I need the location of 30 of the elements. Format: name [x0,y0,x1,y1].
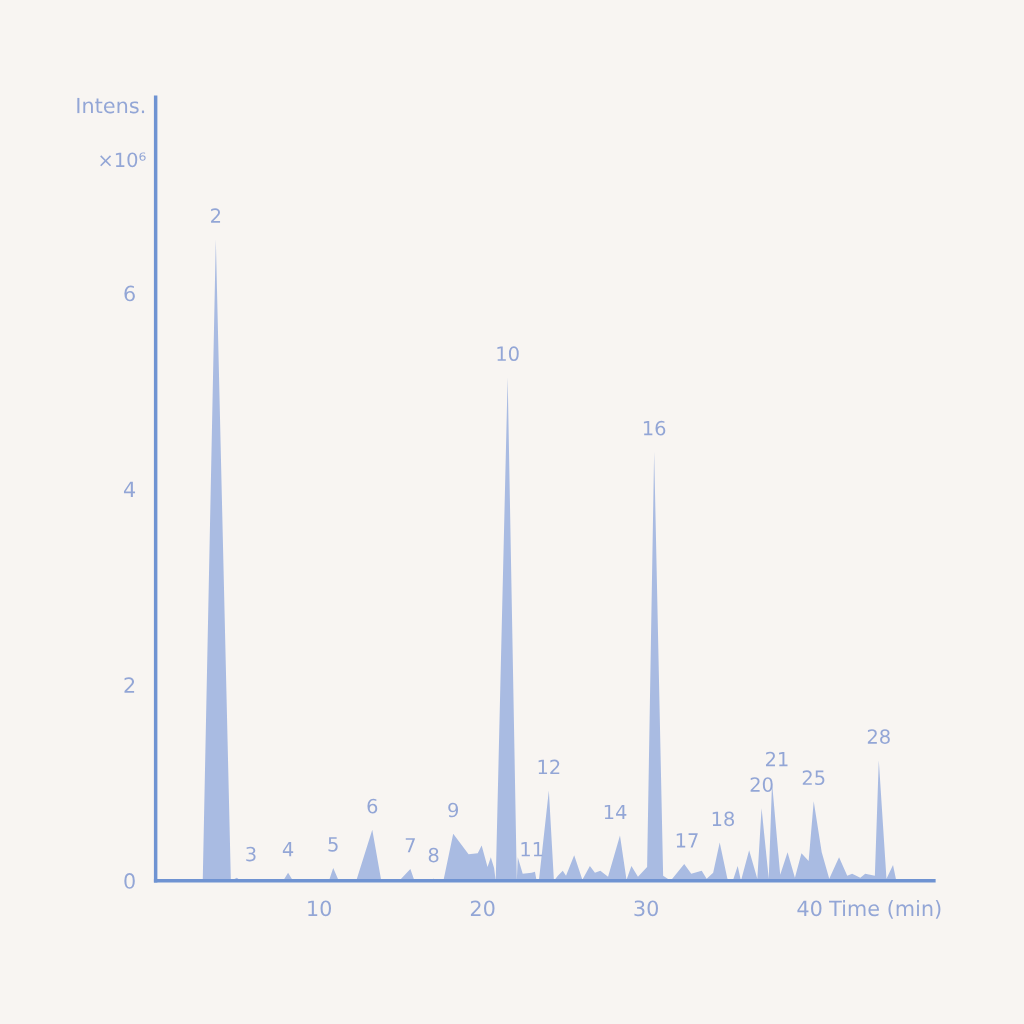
annotation: 6 [367,798,378,814]
y-tick-label: 6 [124,285,135,302]
annotation: 8 [428,847,439,863]
y-axis-title: Intens. [77,97,145,114]
annotation: 9 [448,802,459,818]
x-tick-label: 10 [308,900,332,917]
annotation: 17 [676,833,698,848]
annotation: 3 [246,846,256,862]
x-tick-label: 30 [634,900,659,917]
text: ×10⁶ [100,152,146,168]
x-tick-label: 40 [797,900,822,917]
x-axis-title: Time (min) [829,900,941,919]
annotation: 2 [211,208,221,223]
y-tick-label: 2 [124,677,135,693]
annotation: 14 [604,804,627,820]
annotation: 25 [802,770,825,786]
annotation: 5 [328,837,338,852]
annotation: 16 [643,420,666,436]
annotation: 4 [282,842,294,857]
annotation: 18 [712,811,735,827]
y-tick-label: 4 [123,481,136,497]
annotation: 21 [765,751,788,767]
annotation: 12 [538,759,560,775]
annotation: 20 [750,777,773,792]
annotation: 10 [497,346,519,362]
annotation: 11 [521,842,543,857]
annotation: 28 [867,729,890,744]
y-tick-label: 0 [124,873,135,889]
x-tick-label: 20 [470,900,495,917]
annotation: 7 [405,838,415,853]
